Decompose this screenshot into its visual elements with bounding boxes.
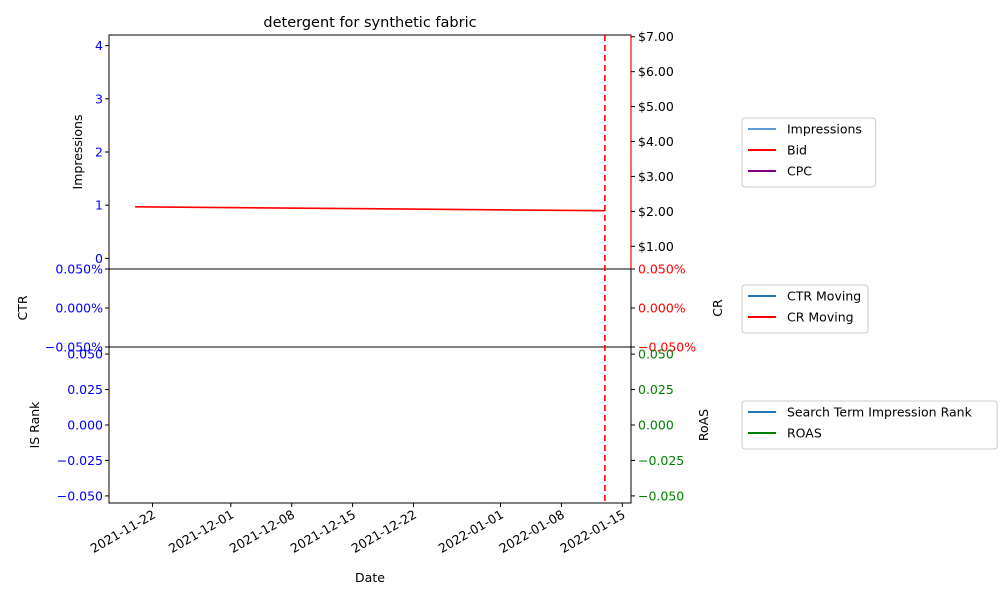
right-tick-label: $3.00: [638, 169, 674, 184]
right-tick-label: 0.000%: [638, 301, 686, 316]
legend-label: Impressions: [787, 122, 862, 137]
left-tick-label: 4: [95, 38, 103, 53]
right-tick-label: 0.025: [638, 382, 674, 397]
left-tick-label: 0.000: [67, 418, 103, 433]
right-tick-label: 0.000: [638, 418, 674, 433]
left-tick-label: −0.025: [57, 453, 103, 468]
x-tick-label: 2022-01-01: [436, 507, 506, 556]
left-tick-label: 0.050%: [55, 262, 103, 277]
x-tick-label: 2021-12-22: [349, 507, 419, 556]
x-tick-label: 2022-01-08: [496, 507, 566, 556]
x-tick-label: 2021-12-15: [288, 507, 358, 556]
x-tick-label: 2021-12-08: [227, 507, 297, 556]
legend-label: CPC: [787, 164, 812, 179]
panel-frame-bottom: [108, 346, 632, 504]
right-tick-label: $4.00: [638, 134, 674, 149]
right-tick-label: $1.00: [638, 239, 674, 254]
legend-box: [741, 117, 877, 188]
right-tick-label: −0.025: [638, 453, 684, 468]
left-tick-label: 2: [95, 145, 103, 160]
legend-label: CTR Moving: [787, 289, 861, 304]
right-tick-label: $5.00: [638, 99, 674, 114]
legend-label: CR Moving: [787, 310, 854, 325]
left-tick-label: 0.025: [67, 382, 103, 397]
panel-frame-top: [108, 34, 632, 270]
right-tick-label: 0.050%: [638, 262, 686, 277]
left-axis-label-top: Impressions: [70, 115, 85, 190]
left-axis-label-bottom: IS Rank: [27, 401, 42, 449]
legend-label: ROAS: [787, 426, 822, 441]
x-axis-label: Date: [355, 570, 385, 585]
right-tick-label: −0.050: [638, 488, 684, 503]
right-tick-label: −0.050%: [638, 340, 696, 355]
right-axis-label-bottom: RoAS: [696, 409, 711, 441]
series-line-bid: [135, 206, 605, 212]
right-tick-label: 0.050: [638, 347, 674, 362]
legend-label: Bid: [787, 143, 807, 158]
x-tick-label: 2021-12-01: [166, 507, 236, 556]
left-tick-label: 3: [95, 91, 103, 106]
right-tick-label: $6.00: [638, 64, 674, 79]
chart-title: detergent for synthetic fabric: [263, 15, 476, 31]
x-tick-label: 2021-11-22: [88, 507, 158, 556]
right-tick-label: $7.00: [638, 29, 674, 44]
left-tick-label: 0.050: [67, 347, 103, 362]
x-tick-label: 2022-01-15: [557, 507, 627, 556]
left-tick-label: 1: [95, 198, 103, 213]
left-tick-label: 0.000%: [55, 301, 103, 316]
legend-label: Search Term Impression Rank: [787, 405, 973, 420]
right-tick-label: $2.00: [638, 204, 674, 219]
left-tick-label: −0.050%: [45, 340, 103, 355]
left-tick-label: −0.050: [57, 488, 103, 503]
legend-box: [741, 400, 998, 450]
left-axis-label-middle: CTR: [15, 295, 30, 320]
panel-frame-middle: [108, 268, 632, 348]
right-axis-label-middle: CR: [710, 299, 725, 317]
left-tick-label: 0: [95, 251, 103, 266]
